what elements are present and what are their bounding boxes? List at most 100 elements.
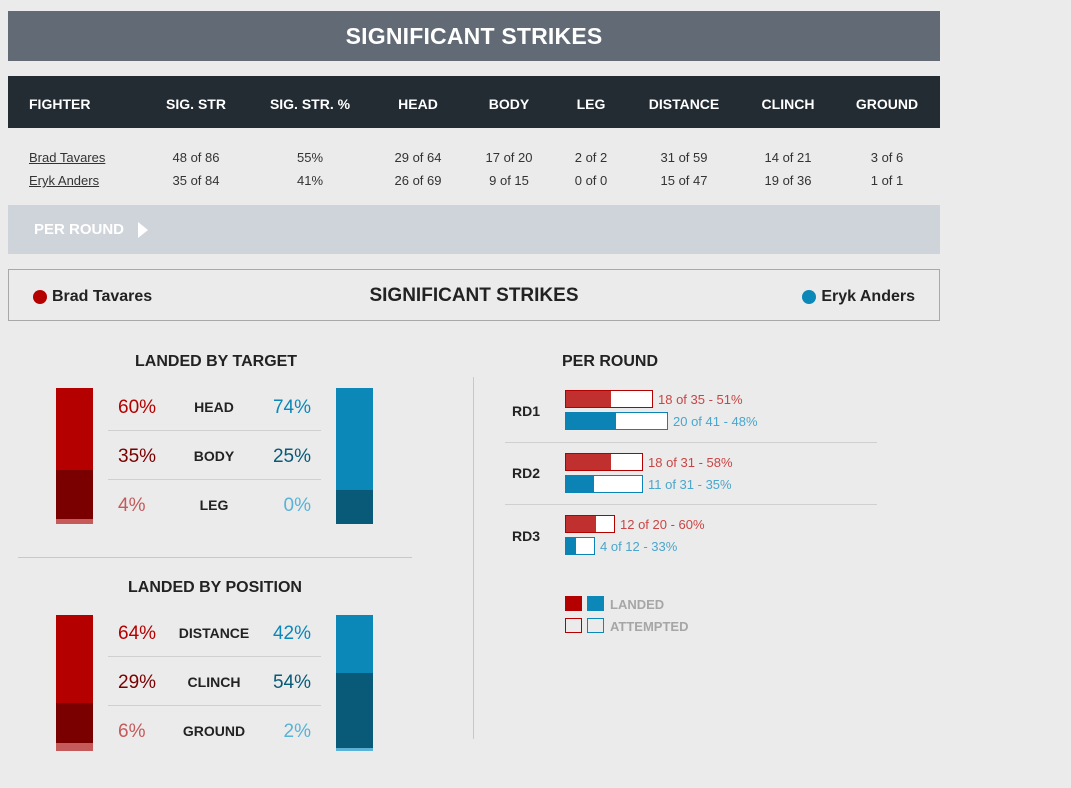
- round-3-red-landed-fill: [566, 516, 596, 532]
- table-cell: 2 of 2: [574, 150, 608, 165]
- round-3-label: RD3: [512, 528, 541, 544]
- target-leg-label: LEG: [199, 497, 229, 513]
- col-header-clinch: CLINCH: [761, 96, 815, 112]
- legend-left-fighter: Brad Tavares: [33, 288, 152, 306]
- target-row-leg: 4% LEG 0%: [108, 480, 321, 529]
- target-body-left-pct: 35%: [118, 446, 157, 467]
- table-cell: 15 of 47: [660, 173, 708, 188]
- position-right-stacked-bar: [336, 615, 373, 751]
- play-arrow-icon: [138, 221, 149, 238]
- stats-table-body: Brad Tavares 48 of 86 55% 29 of 64 17 of…: [8, 144, 940, 194]
- attempted-red-swatch: [565, 618, 582, 633]
- position-left-stacked-bar: [56, 615, 93, 751]
- target-row-head: 60% HEAD 74%: [108, 382, 321, 431]
- target-head-right-pct: 74%: [272, 397, 311, 418]
- round-2-red-landed-fill: [566, 454, 611, 470]
- col-header-leg: LEG: [576, 96, 606, 112]
- table-cell: 48 of 86: [172, 150, 220, 165]
- col-header-fighter: FIGHTER: [29, 96, 91, 112]
- column-divider: [473, 377, 474, 739]
- target-leg-right-pct: 0%: [283, 495, 311, 516]
- target-left-leg-segment: [56, 518, 93, 524]
- position-clinch-label: CLINCH: [187, 674, 241, 690]
- col-header-distance: DISTANCE: [648, 96, 720, 112]
- fighter-link-brad-tavares[interactable]: Brad Tavares: [29, 150, 106, 165]
- position-ground-label: GROUND: [182, 723, 246, 739]
- red-dot-icon: [33, 290, 47, 304]
- position-row-distance: 64% DISTANCE 42%: [108, 608, 321, 657]
- round-1-red-landed-fill: [566, 391, 611, 407]
- landed-red-swatch: [565, 596, 582, 611]
- round-2-blue-text: 11 of 31 - 35%: [648, 477, 732, 492]
- table-cell: 14 of 21: [764, 150, 812, 165]
- per-round-title: PER ROUND: [562, 353, 659, 370]
- round-2-blue-landed-fill: [566, 476, 594, 492]
- attempted-blue-swatch: [587, 618, 604, 633]
- fighter-link-eryk-anders[interactable]: Eryk Anders: [29, 173, 100, 188]
- position-left-ground-segment: [56, 742, 93, 751]
- page-title: SIGNIFICANT STRIKES: [8, 11, 940, 61]
- table-cell: 41%: [296, 173, 324, 188]
- round-3-blue-bar: [565, 537, 595, 555]
- round-1-label: RD1: [512, 403, 541, 419]
- round-1-blue-bar: [565, 412, 668, 430]
- position-right-clinch-segment: [336, 673, 373, 749]
- legend-title: SIGNIFICANT STRIKES: [369, 285, 579, 306]
- position-row-clinch: 29% CLINCH 54%: [108, 657, 321, 706]
- col-header-sig-str-pct: SIG. STR. %: [269, 96, 351, 112]
- table-cell: 1 of 1: [870, 173, 904, 188]
- table-cell: 9 of 15: [489, 173, 529, 188]
- position-right-ground-segment: [336, 748, 373, 751]
- round-separator: [505, 442, 877, 443]
- target-head-left-pct: 60%: [118, 397, 157, 418]
- target-body-label: BODY: [193, 448, 235, 464]
- target-head-label: HEAD: [194, 399, 234, 415]
- table-cell: 55%: [296, 150, 324, 165]
- target-row-body: 35% BODY 25%: [108, 431, 321, 480]
- position-left-distance-segment: [56, 615, 93, 703]
- table-cell: 26 of 69: [394, 173, 442, 188]
- col-header-ground: GROUND: [855, 96, 919, 112]
- table-cell: 3 of 6: [870, 150, 904, 165]
- table-cell: 0 of 0: [574, 173, 608, 188]
- per-round-toggle-label: PER ROUND: [34, 221, 125, 238]
- round-1-blue-text: 20 of 41 - 48%: [673, 414, 758, 429]
- col-header-body: BODY: [488, 96, 530, 112]
- round-3-blue-landed-fill: [566, 538, 576, 554]
- stats-table-header: FIGHTER SIG. STR SIG. STR. % HEAD BODY L…: [8, 76, 940, 128]
- target-right-head-segment: [336, 388, 373, 490]
- landed-by-position-title: LANDED BY POSITION: [128, 579, 302, 596]
- target-right-body-segment: [336, 489, 373, 524]
- round-1-blue-landed-fill: [566, 413, 616, 429]
- position-row-ground: 6% GROUND 2%: [108, 706, 321, 755]
- legend-left-name: Brad Tavares: [52, 288, 153, 305]
- position-ground-right-pct: 2%: [283, 721, 311, 742]
- round-separator: [505, 504, 877, 505]
- key-landed-label: LANDED: [610, 597, 665, 612]
- target-right-stacked-bar: [336, 388, 373, 524]
- landed-by-target-title: LANDED BY TARGET: [135, 353, 298, 370]
- legend-right-fighter: Eryk Anders: [802, 288, 915, 306]
- position-left-clinch-segment: [56, 702, 93, 743]
- round-3-red-bar: [565, 515, 615, 533]
- position-right-distance-segment: [336, 615, 373, 674]
- position-ground-left-pct: 6%: [118, 721, 146, 742]
- per-round-toggle[interactable]: PER ROUND: [8, 205, 940, 254]
- round-1-red-bar: [565, 390, 653, 408]
- position-distance-label: DISTANCE: [178, 625, 250, 641]
- position-clinch-right-pct: 54%: [272, 672, 311, 693]
- table-cell: 17 of 20: [485, 150, 533, 165]
- target-left-stacked-bar: [56, 388, 93, 524]
- target-body-right-pct: 25%: [272, 446, 311, 467]
- round-2-red-bar: [565, 453, 643, 471]
- position-clinch-left-pct: 29%: [118, 672, 157, 693]
- key-attempted-label: ATTEMPTED: [610, 619, 689, 634]
- table-cell: 35 of 84: [172, 173, 220, 188]
- landed-blue-swatch: [587, 596, 604, 611]
- fighter-legend: Brad Tavares SIGNIFICANT STRIKES Eryk An…: [8, 269, 940, 321]
- section-divider: [18, 557, 412, 558]
- legend-right-name: Eryk Anders: [821, 288, 915, 305]
- table-cell: 29 of 64: [394, 150, 442, 165]
- round-2-blue-bar: [565, 475, 643, 493]
- col-header-sig-str: SIG. STR: [166, 96, 226, 112]
